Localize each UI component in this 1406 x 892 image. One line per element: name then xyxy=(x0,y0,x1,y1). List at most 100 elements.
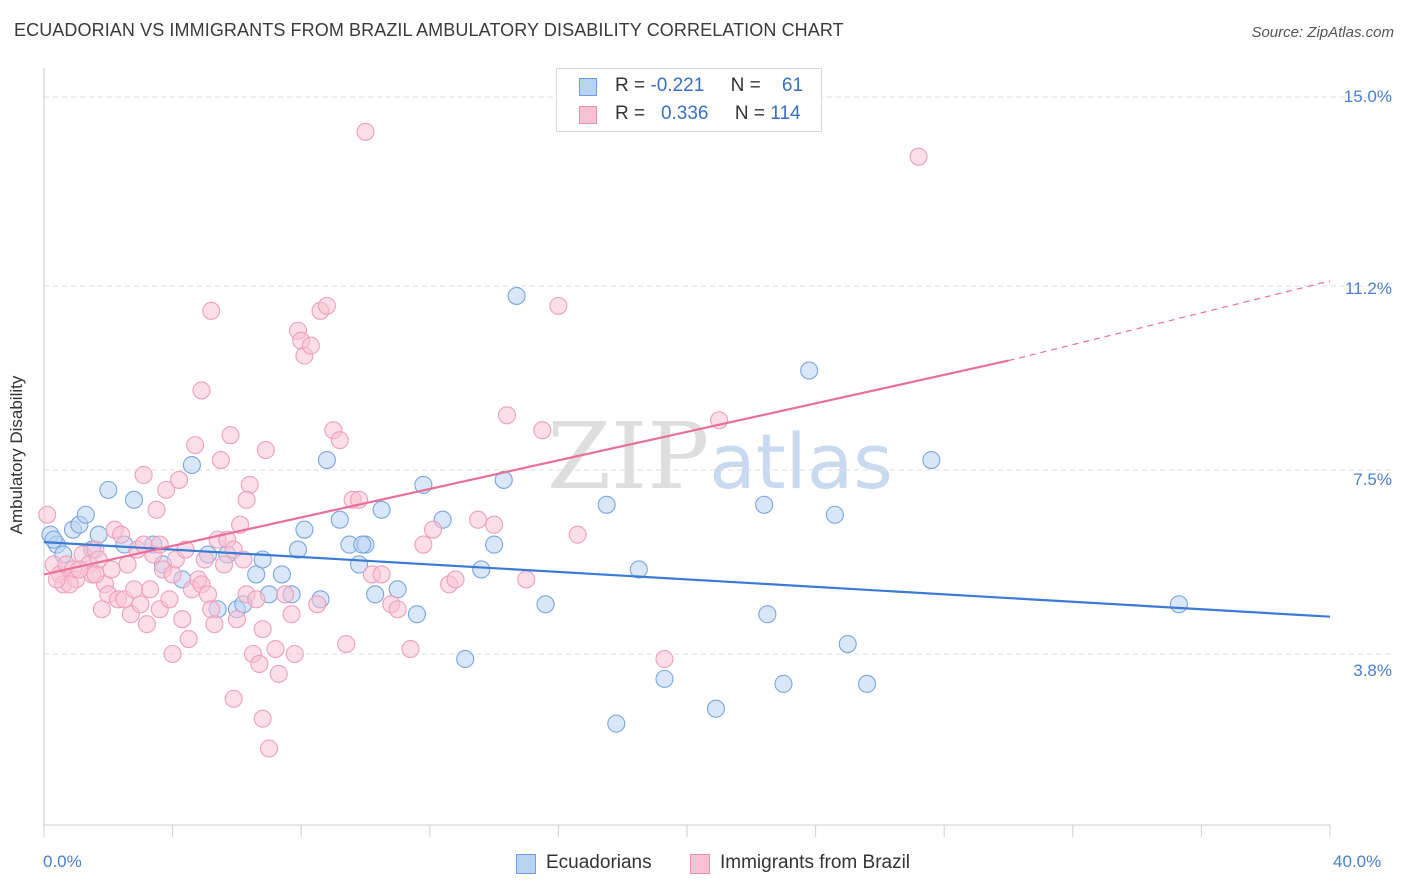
ecuadorian-point xyxy=(838,635,857,654)
ecuadorian-point xyxy=(288,540,308,559)
brazil-point xyxy=(250,654,269,673)
ecuadorian-point xyxy=(76,505,95,524)
brazil-point xyxy=(468,510,488,529)
brazil-point xyxy=(70,560,89,579)
source-label: Source: ZipAtlas.com xyxy=(1251,24,1394,41)
brazil-point xyxy=(134,465,153,485)
brazil-point xyxy=(211,450,230,470)
brazil-point xyxy=(282,605,301,624)
brazil-point xyxy=(549,296,568,315)
ecuadorian-point xyxy=(706,699,725,718)
ecuadorian-trend-line xyxy=(43,541,1331,618)
ecuadorian-point xyxy=(366,585,385,604)
legend-label: Immigrants from Brazil xyxy=(720,852,911,873)
brazil-point xyxy=(423,520,443,539)
brazil-point xyxy=(247,590,266,609)
ecuadorian-point xyxy=(607,714,626,733)
brazil-point xyxy=(160,590,179,609)
ecuadorian-point xyxy=(407,605,426,624)
brazil-point xyxy=(253,620,272,639)
brazil-point xyxy=(356,122,375,141)
ecuadorian-point xyxy=(507,286,526,305)
brazil-point xyxy=(163,644,182,664)
brazil-point xyxy=(655,649,674,669)
brazil-point xyxy=(568,525,587,544)
brazil-point xyxy=(330,431,349,450)
pink-swatch-icon xyxy=(690,854,710,874)
ecuadorian-point xyxy=(774,674,793,693)
brazil-point xyxy=(186,436,205,455)
n-label: N = xyxy=(734,103,766,124)
brazil-point xyxy=(285,644,304,664)
brazil-point xyxy=(276,585,295,604)
brazil-point xyxy=(169,470,189,489)
brazil-point xyxy=(102,560,121,579)
brazil-point xyxy=(446,570,465,589)
correlation-legend: R = -0.221 N = 61 R = 0.336 N = 114 xyxy=(556,68,822,132)
ecuadorian-point xyxy=(629,560,648,579)
n-label: N = xyxy=(730,75,761,96)
n-value: 114 xyxy=(770,103,801,124)
brazil-point xyxy=(266,639,285,659)
ecuadorian-point xyxy=(597,495,616,514)
brazil-trend-extension xyxy=(1008,280,1331,362)
brazil-point xyxy=(234,550,253,569)
y-tick-label: 11.2% xyxy=(1345,279,1392,298)
brazil-point xyxy=(38,505,57,524)
ecuadorian-point xyxy=(857,674,877,693)
brazil-point xyxy=(198,585,218,604)
y-tick-label: 3.8% xyxy=(1353,661,1392,680)
brazil-point xyxy=(237,490,256,509)
ecuadorian-point xyxy=(372,500,391,519)
brazil-point xyxy=(202,600,221,619)
brazil-point xyxy=(497,406,517,425)
ecuadorian-point xyxy=(317,450,336,470)
ecuadorian-point xyxy=(272,565,291,584)
brazil-point xyxy=(205,615,224,634)
brazil-point xyxy=(253,709,272,728)
ecuadorian-point xyxy=(825,505,844,524)
ecuadorian-point xyxy=(124,490,144,509)
brazil-point xyxy=(256,441,275,460)
brazil-point xyxy=(414,535,433,554)
brazil-point xyxy=(221,426,240,445)
brazil-point xyxy=(401,639,420,659)
brazil-point xyxy=(141,580,160,599)
ecuadorian-point xyxy=(182,455,201,475)
brazil-point xyxy=(517,570,536,589)
brazil-point xyxy=(308,595,327,614)
brazil-point xyxy=(337,635,356,654)
brazil-point xyxy=(118,555,137,574)
brazil-point xyxy=(317,296,336,315)
n-value: 61 xyxy=(781,75,804,96)
ecuadorian-point xyxy=(44,530,63,549)
brazil-point xyxy=(86,565,105,584)
ecuadorian-point xyxy=(655,669,674,688)
ecuadorian-point xyxy=(755,495,774,514)
brazil-point xyxy=(192,381,211,400)
brazil-point xyxy=(259,739,279,758)
brazil-point xyxy=(112,525,131,544)
chart-title: ECUADORIAN VS IMMIGRANTS FROM BRAZIL AMB… xyxy=(14,20,844,40)
brazil-point xyxy=(131,595,150,614)
brazil-point xyxy=(173,610,192,629)
ecuadorian-point xyxy=(1169,595,1188,614)
brazil-point xyxy=(124,580,144,599)
brazil-point xyxy=(147,500,166,519)
brazil-point xyxy=(214,555,234,574)
ecuadorian-point xyxy=(800,361,819,380)
brazil-point xyxy=(909,147,928,166)
brazil-point xyxy=(269,664,288,683)
brazil-point xyxy=(301,336,320,355)
brazil-point xyxy=(179,630,198,649)
ecuadorian-point xyxy=(472,560,491,579)
brazil-point xyxy=(202,301,221,320)
ecuadorian-point xyxy=(388,580,407,599)
r-label: R = xyxy=(615,103,646,124)
ecuadorian-point xyxy=(247,565,266,584)
brazil-point xyxy=(157,480,176,499)
brazil-point xyxy=(485,515,504,534)
ecuadorian-point xyxy=(485,535,504,554)
r-label: R = xyxy=(615,75,646,96)
